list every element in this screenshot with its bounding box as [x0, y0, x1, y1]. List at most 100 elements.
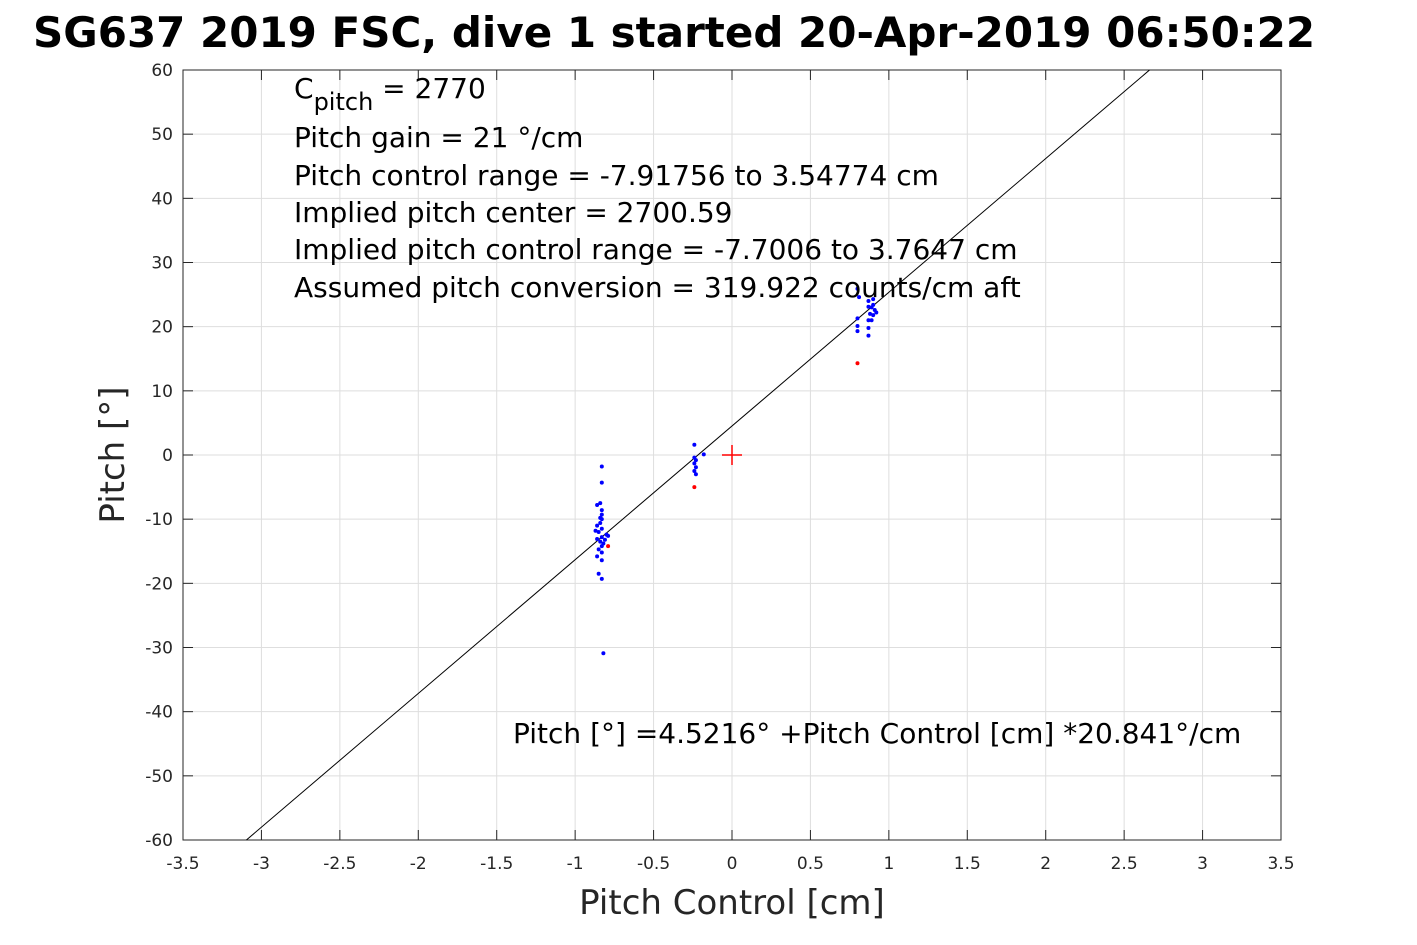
y-tick-label: 0 [162, 446, 173, 466]
center-marker-group [722, 445, 742, 465]
data-point [606, 533, 611, 538]
data-point [596, 547, 601, 552]
data-point [692, 442, 697, 447]
x-tick-label: -3.5 [166, 854, 199, 874]
data-point [599, 544, 604, 549]
data-point [595, 503, 600, 508]
y-tick-label: 10 [151, 382, 173, 402]
cpitch-subscript: pitch [314, 88, 374, 116]
data-point [599, 576, 604, 581]
x-tick-label: 3.5 [1267, 854, 1294, 874]
data-point [866, 325, 871, 330]
y-tick-label: -20 [145, 574, 173, 594]
data-point [871, 313, 876, 318]
data-point [866, 304, 871, 309]
data-point [869, 318, 874, 323]
data-point [599, 508, 604, 513]
annotation-line: Assumed pitch conversion = 319.922 count… [294, 271, 1021, 304]
y-tick-label: 50 [151, 125, 173, 145]
data-point [596, 571, 601, 576]
data-point [593, 528, 598, 533]
y-tick-label: -60 [145, 831, 173, 851]
x-tick-label: 1.5 [954, 854, 981, 874]
data-point [855, 316, 860, 321]
data-point [693, 472, 698, 477]
x-tick-label: 3 [1197, 854, 1208, 874]
data-point [595, 554, 600, 559]
data-point [598, 539, 603, 544]
data-point [598, 501, 603, 506]
x-tick-label: -2.5 [323, 854, 356, 874]
x-tick-label: 2.5 [1111, 854, 1138, 874]
y-tick-label: 20 [151, 318, 173, 338]
data-point [693, 465, 698, 470]
data-point [599, 512, 604, 517]
x-tick-label: 1 [883, 854, 894, 874]
data-point [596, 530, 601, 534]
data-point [866, 299, 871, 303]
y-axis-label: Pitch [°] [93, 386, 133, 523]
data-point [598, 521, 603, 526]
annotation-block: Cpitch = 2770 Pitch gain = 21 °/cm Pitch… [294, 72, 1021, 304]
data-point [855, 286, 860, 291]
data-point [855, 329, 860, 334]
x-tick-label: -1 [567, 854, 584, 874]
data-point [599, 480, 604, 485]
fit-line-group [246, 69, 1150, 841]
data-point [692, 461, 697, 466]
x-axis-label: Pitch Control [cm] [579, 883, 885, 923]
x-tick-label: -2 [410, 854, 427, 874]
chart-title: SG637 2019 FSC, dive 1 started 20-Apr-20… [33, 8, 1315, 57]
data-point [857, 295, 862, 300]
data-point [693, 458, 698, 463]
data-points [593, 286, 879, 656]
y-tick-label: -10 [145, 510, 173, 530]
data-point [874, 310, 879, 315]
y-tick-label: 40 [151, 189, 173, 209]
data-point [871, 297, 876, 302]
data-point [599, 535, 604, 540]
y-tick-label: -30 [145, 639, 173, 659]
x-tick-label: -0.5 [637, 854, 670, 874]
data-point [866, 318, 871, 323]
y-tick-label: 60 [151, 61, 173, 81]
y-tick-label: -40 [145, 703, 173, 723]
data-point [701, 452, 706, 457]
data-point [601, 651, 606, 656]
x-tick-label: 0 [727, 854, 738, 874]
data-point [855, 361, 860, 366]
x-tick-label: -1.5 [480, 854, 513, 874]
fit-line [246, 69, 1150, 841]
annotation-line: Pitch control range = -7.91756 to 3.5477… [294, 159, 939, 192]
data-point [692, 485, 697, 490]
data-point [866, 333, 871, 338]
data-point [595, 537, 600, 542]
x-tick-label: 2 [1040, 854, 1051, 874]
data-point [599, 464, 604, 469]
annotation-line: Pitch gain = 21 °/cm [294, 121, 583, 154]
data-point [692, 469, 697, 474]
data-point [599, 558, 604, 563]
data-point [606, 544, 611, 549]
data-point [599, 550, 604, 555]
data-point [598, 515, 603, 520]
x-axis-ticks: -3.5 -3 -2.5 -2 -1.5 -1 -0.5 0 0.5 1 1.5 2 2.5 3 3.5 [166, 70, 1295, 874]
annotation-line: Implied pitch center = 2700.59 [294, 196, 732, 229]
data-point [855, 324, 860, 329]
x-tick-label: 0.5 [797, 854, 824, 874]
annotation-line: Implied pitch control range = -7.7006 to… [294, 233, 1018, 266]
data-point [602, 537, 607, 542]
cpitch-annotation: Cpitch = 2770 [294, 72, 486, 116]
x-tick-label: -3 [253, 854, 270, 874]
data-point [595, 523, 600, 528]
data-point [868, 311, 873, 316]
data-point [869, 305, 874, 310]
y-tick-label: 30 [151, 254, 173, 274]
cpitch-value: = 2770 [373, 72, 486, 105]
data-point [599, 526, 604, 531]
y-axis-ticks: -60 -50 -40 -30 -20 -10 0 10 20 30 40 50 60 [145, 61, 1281, 851]
cpitch-symbol: C [294, 72, 314, 105]
fit-equation: Pitch [°] =4.5216° +Pitch Control [cm] *… [513, 717, 1241, 750]
y-tick-label: -50 [145, 767, 173, 787]
